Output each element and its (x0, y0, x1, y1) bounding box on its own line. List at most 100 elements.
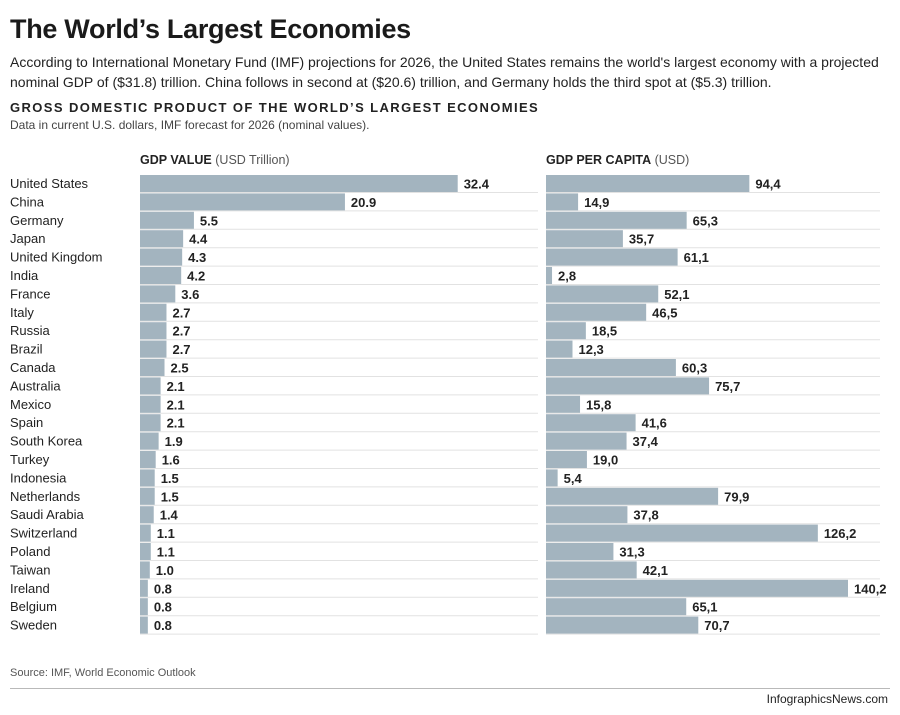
data-label: 0.8 (154, 600, 172, 615)
bar (140, 506, 154, 524)
bar (546, 506, 628, 524)
bar (546, 414, 636, 432)
country-label: United States (10, 176, 89, 191)
chart-title-unit: (USD Trillion) (212, 153, 290, 167)
bar (140, 487, 155, 505)
chart-title-main: GDP VALUE (140, 153, 212, 167)
bar (546, 285, 659, 303)
country-label: China (10, 194, 45, 209)
country-label: United Kingdom (10, 250, 103, 265)
bar (546, 395, 581, 413)
bar (140, 248, 183, 266)
bar (546, 303, 647, 321)
country-label: Germany (10, 213, 64, 228)
data-label: 2.7 (172, 305, 190, 320)
bar (140, 543, 151, 560)
country-label: South Korea (10, 434, 83, 449)
country-label: Canada (10, 360, 56, 375)
bar (546, 359, 676, 376)
brand-credit: InfographicsNews.com (766, 692, 888, 706)
data-label: 42,1 (643, 563, 668, 578)
data-label: 1.0 (156, 563, 174, 578)
chart-title: GDP PER CAPITA (USD) (546, 153, 689, 167)
data-label: 94,4 (755, 177, 781, 192)
bar (140, 451, 156, 468)
country-label: Brazil (10, 342, 43, 357)
data-label: 12,3 (578, 342, 603, 357)
country-label: Ireland (10, 581, 50, 596)
page-subtitle: According to International Monetary Fund… (10, 54, 879, 90)
footer-divider (10, 688, 890, 689)
country-label: Saudi Arabia (10, 507, 84, 522)
bar (546, 469, 558, 487)
data-label: 2.1 (167, 416, 185, 431)
bar (140, 193, 345, 211)
country-label: Spain (10, 415, 43, 430)
bar (140, 469, 155, 487)
data-label: 2.1 (167, 379, 185, 394)
bar (546, 561, 637, 579)
bar (546, 432, 627, 450)
bar (140, 285, 176, 303)
bar (140, 175, 458, 192)
data-label: 19,0 (593, 453, 618, 468)
data-label: 32.4 (464, 177, 490, 192)
bar (546, 211, 687, 229)
bar (140, 432, 159, 450)
data-label: 4.4 (189, 232, 208, 247)
data-label: 140,2 (854, 581, 887, 596)
data-label: 70,7 (704, 618, 729, 633)
country-label: Netherlands (10, 489, 81, 504)
data-label: 2,8 (558, 269, 576, 284)
source-note: Source: IMF, World Economic Outlook (10, 667, 196, 679)
data-label: 1.5 (161, 489, 179, 504)
country-label: Italy (10, 305, 34, 320)
bar (546, 598, 687, 616)
data-label: 37,4 (633, 434, 659, 449)
bar (546, 267, 553, 284)
bar (140, 616, 148, 634)
country-label: Taiwan (10, 562, 50, 577)
country-label: Australia (10, 378, 61, 393)
data-label: 1.1 (157, 526, 175, 541)
bar (546, 451, 587, 468)
bar (140, 359, 165, 376)
bar (140, 303, 167, 321)
bar (140, 524, 151, 542)
country-label: Mexico (10, 397, 51, 412)
bar (546, 193, 579, 211)
bar (546, 579, 848, 597)
bar (140, 561, 150, 579)
data-label: 14,9 (584, 195, 609, 210)
data-label: 2.5 (171, 361, 189, 376)
data-label: 75,7 (715, 379, 740, 394)
bar (140, 267, 182, 284)
bar (140, 230, 184, 248)
country-label: Russia (10, 323, 51, 338)
section-title: GROSS DOMESTIC PRODUCT OF THE WORLD’S LA… (10, 100, 540, 115)
bar (140, 322, 167, 340)
bar (546, 175, 750, 192)
country-label: Sweden (10, 618, 57, 633)
page-title: The World’s Largest Economies (10, 14, 411, 44)
data-label: 15,8 (586, 397, 611, 412)
bar (140, 579, 148, 597)
country-label: Turkey (10, 452, 50, 467)
data-label: 2.7 (172, 342, 190, 357)
data-label: 61,1 (684, 250, 709, 265)
data-label: 20.9 (351, 195, 376, 210)
data-label: 5.5 (200, 213, 218, 228)
bar (546, 524, 818, 542)
bar (546, 230, 623, 248)
data-label: 1.4 (160, 508, 179, 523)
country-label: India (10, 268, 39, 283)
bar (546, 322, 586, 340)
bar (546, 248, 678, 266)
section-note: Data in current U.S. dollars, IMF foreca… (10, 118, 370, 132)
data-label: 65,3 (693, 213, 718, 228)
data-label: 0.8 (154, 618, 172, 633)
bar (546, 543, 614, 560)
data-label: 18,5 (592, 324, 617, 339)
bar (546, 377, 710, 395)
bar (140, 340, 167, 358)
